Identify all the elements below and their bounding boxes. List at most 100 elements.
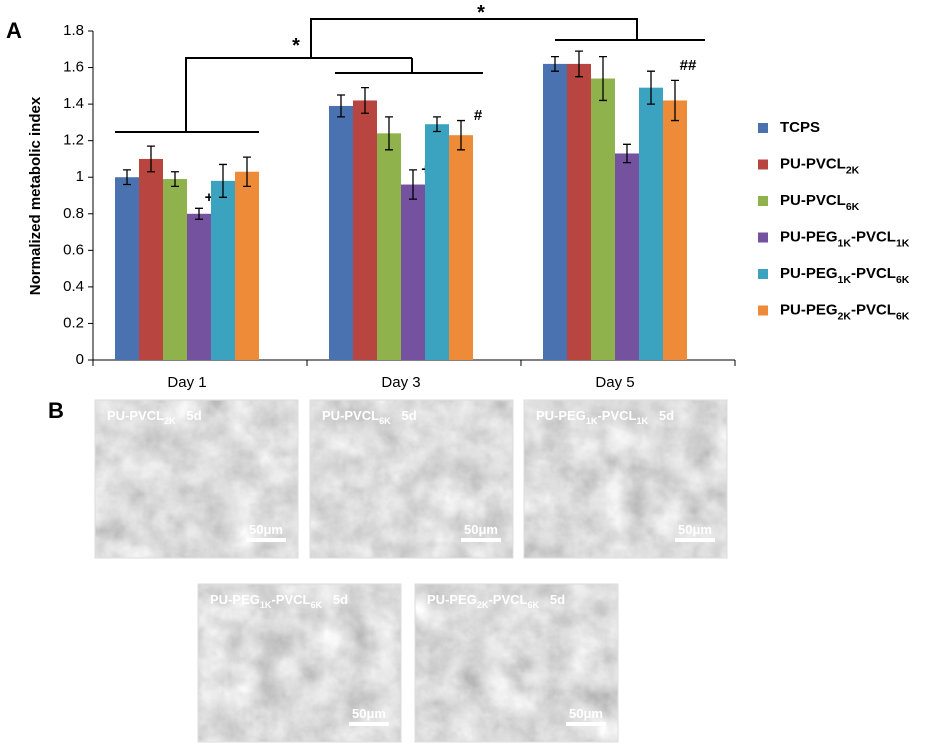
y-tick-label: 0.6 (63, 241, 84, 258)
error-bar (409, 169, 417, 200)
error-bar (361, 87, 369, 114)
sem-texture (524, 400, 727, 558)
error-bar-line (385, 116, 393, 151)
y-tick-label: 1.4 (63, 95, 84, 112)
panel-label: B (48, 398, 64, 423)
bar (639, 87, 663, 361)
image-caption: PU-PVCL6K 5d (322, 408, 417, 426)
legend-label: PU-PEG2K-PVCL6K (780, 301, 910, 322)
bar (615, 153, 639, 360)
error-bar-line (337, 94, 345, 118)
annotation: * (292, 35, 300, 57)
sem-texture (310, 400, 513, 558)
image-border (414, 583, 619, 743)
legend-label: TCPS (780, 119, 820, 136)
error-bar-line (457, 119, 465, 151)
image-border (309, 399, 514, 559)
sem-image: PU-PVCL6K 5d 50μm (309, 399, 514, 559)
legend-label: PU-PEG1K-PVCL6K (780, 265, 910, 286)
y-tick-label: 1.8 (63, 22, 84, 39)
legend-swatch (758, 232, 768, 243)
error-bar-line (551, 55, 559, 72)
error-bar-line (147, 145, 155, 173)
error-bar-line (433, 116, 441, 133)
error-bar (195, 207, 203, 220)
error-bar-line (171, 171, 179, 188)
bar (211, 180, 235, 360)
legend-swatch (758, 159, 768, 170)
y-tick-label: 0 (76, 351, 84, 368)
image-caption: PU-PEG1K-PVCL6K 5d (210, 592, 348, 610)
error-bar-line (361, 87, 369, 114)
scale-label: 50μm (464, 522, 498, 537)
bar (591, 78, 615, 361)
x-tick-label: Day 5 (595, 374, 634, 391)
bar (353, 100, 377, 360)
bar (329, 105, 353, 360)
error-bar (671, 79, 679, 122)
sem-texture (415, 584, 618, 742)
bar (139, 158, 163, 360)
scale-bar (566, 722, 606, 726)
error-bar-line (409, 169, 417, 200)
scale-bar (246, 538, 286, 542)
scale-label: 50μm (352, 706, 386, 721)
error-bar (575, 50, 583, 78)
significance-brackets (115, 18, 705, 133)
image-border (197, 583, 402, 743)
error-bar (623, 143, 631, 164)
annotation: * (477, 2, 485, 24)
legend-swatch (758, 123, 768, 133)
legend-swatch (758, 305, 768, 316)
bar (663, 100, 687, 360)
error-bar (385, 116, 393, 151)
error-bar (457, 119, 465, 151)
error-bar-line (647, 70, 655, 105)
bar (163, 179, 187, 360)
sem-texture (95, 400, 298, 558)
sem-image: PU-PEG1K-PVCL6K 5d 50μm (197, 583, 402, 743)
scale-bar (461, 538, 501, 542)
error-bar-line (123, 169, 131, 186)
sem-texture (198, 584, 401, 742)
image-caption: PU-PVCL2K 5d (107, 408, 202, 426)
error-bar (243, 156, 251, 188)
image-border (523, 399, 728, 559)
annotation: # (474, 107, 483, 124)
legend-label: PU-PVCL6K (780, 192, 860, 213)
error-bar (337, 94, 345, 118)
error-bar (647, 70, 655, 105)
legend-label: PU-PVCL2K (780, 155, 860, 176)
bar (449, 135, 473, 360)
y-tick-label: 0.8 (63, 205, 84, 222)
error-bar-line (219, 163, 227, 198)
sem-image: PU-PEG1K-PVCL1K 5d 50μm (523, 399, 728, 559)
y-tick-label: 1.6 (63, 59, 84, 76)
error-bar (433, 116, 441, 133)
scale-label: 50μm (678, 522, 712, 537)
error-bar (551, 55, 559, 72)
y-tick-label: 1.2 (63, 132, 84, 149)
scale-bar (675, 538, 715, 542)
y-axis-label: Normalized metabolic index (27, 96, 44, 295)
y-tick-label: 0.4 (63, 278, 84, 295)
sem-image: PU-PEG2K-PVCL6K 5d 50μm (414, 583, 619, 743)
error-bar (147, 145, 155, 173)
annotation: + (205, 189, 214, 206)
bar (543, 63, 567, 361)
bar (377, 133, 401, 360)
bar (115, 177, 139, 360)
bar (401, 184, 425, 360)
error-bar-line (575, 50, 583, 78)
y-tick-label: 1 (76, 168, 84, 185)
panel-label: A (6, 18, 22, 43)
y-tick-label: 0.2 (63, 314, 84, 331)
bar (425, 124, 449, 360)
error-bar (599, 55, 607, 102)
bar (235, 171, 259, 360)
bar (187, 213, 211, 360)
x-tick-label: Day 3 (381, 374, 420, 391)
legend-swatch (758, 196, 768, 206)
error-bar (219, 163, 227, 198)
